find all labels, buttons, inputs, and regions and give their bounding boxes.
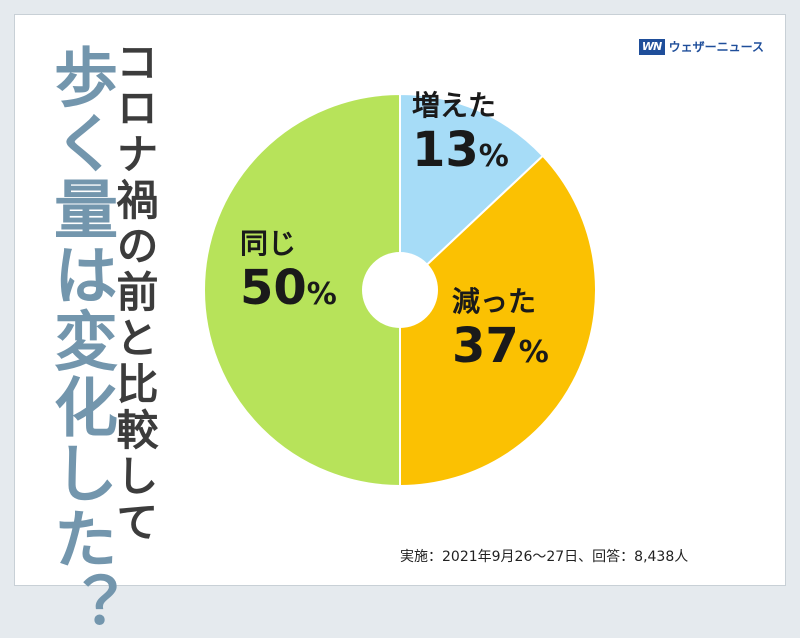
brand-mark-icon: WN [638,38,665,55]
slice-name-same: 同じ [240,227,297,260]
slice-label-same: 同じ 50% [240,227,337,316]
brand-logo: WN ウェザーニュース [638,38,764,55]
slice-value-same: 50% [240,260,337,316]
chart-subtitle: コロナ禍の前と比較して [110,40,159,546]
pie-center-hole [362,252,438,328]
pie-slice-same [203,92,401,488]
chart-title: 歩く量は変化した？ [43,44,118,638]
pie-slice-decrease [399,154,597,488]
survey-footnote: 実施：2021年9月26〜27日、回答：8,438人 [400,549,689,565]
slice-name-decrease: 減った [452,285,537,318]
slice-label-increase: 増えた 13% [412,89,509,178]
slice-value-increase: 13% [412,122,509,178]
brand-name: ウェザーニュース [668,40,764,54]
slice-value-decrease: 37% [452,318,549,374]
slice-name-increase: 増えた [412,89,497,122]
pie-chart [203,92,597,488]
pie-slice-increase [399,92,545,293]
slice-label-decrease: 減った 37% [452,285,549,374]
